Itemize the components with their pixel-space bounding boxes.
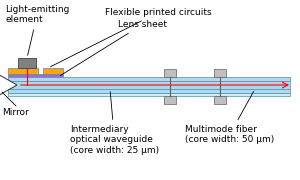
Bar <box>214 96 226 104</box>
Bar <box>43 68 63 74</box>
Bar <box>8 74 63 77</box>
Text: Flexible printed circuits: Flexible printed circuits <box>50 8 211 67</box>
Text: Light-emitting
element: Light-emitting element <box>5 5 69 55</box>
Text: Multimode fiber
(core width: 50 μm): Multimode fiber (core width: 50 μm) <box>185 91 274 144</box>
Text: Mirror: Mirror <box>2 108 29 117</box>
Text: Intermediary
optical waveguide
(core width: 25 μm): Intermediary optical waveguide (core wid… <box>70 92 159 155</box>
Bar <box>164 96 176 104</box>
Bar <box>164 69 176 77</box>
Bar <box>8 68 38 74</box>
Bar <box>214 69 226 77</box>
Bar <box>18 58 36 68</box>
Bar <box>8 89 290 93</box>
Polygon shape <box>0 73 17 97</box>
Text: Lens sheet: Lens sheet <box>60 20 167 76</box>
Bar <box>8 93 290 96</box>
Bar <box>8 77 290 81</box>
Bar <box>8 81 290 89</box>
